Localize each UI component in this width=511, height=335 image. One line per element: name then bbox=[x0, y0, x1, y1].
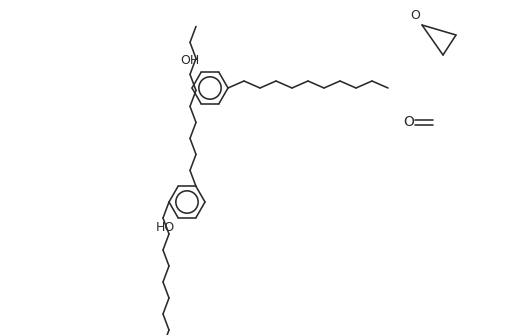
Text: O: O bbox=[403, 115, 414, 129]
Text: O: O bbox=[410, 9, 420, 22]
Text: OH: OH bbox=[180, 54, 199, 67]
Text: HO: HO bbox=[156, 220, 175, 233]
